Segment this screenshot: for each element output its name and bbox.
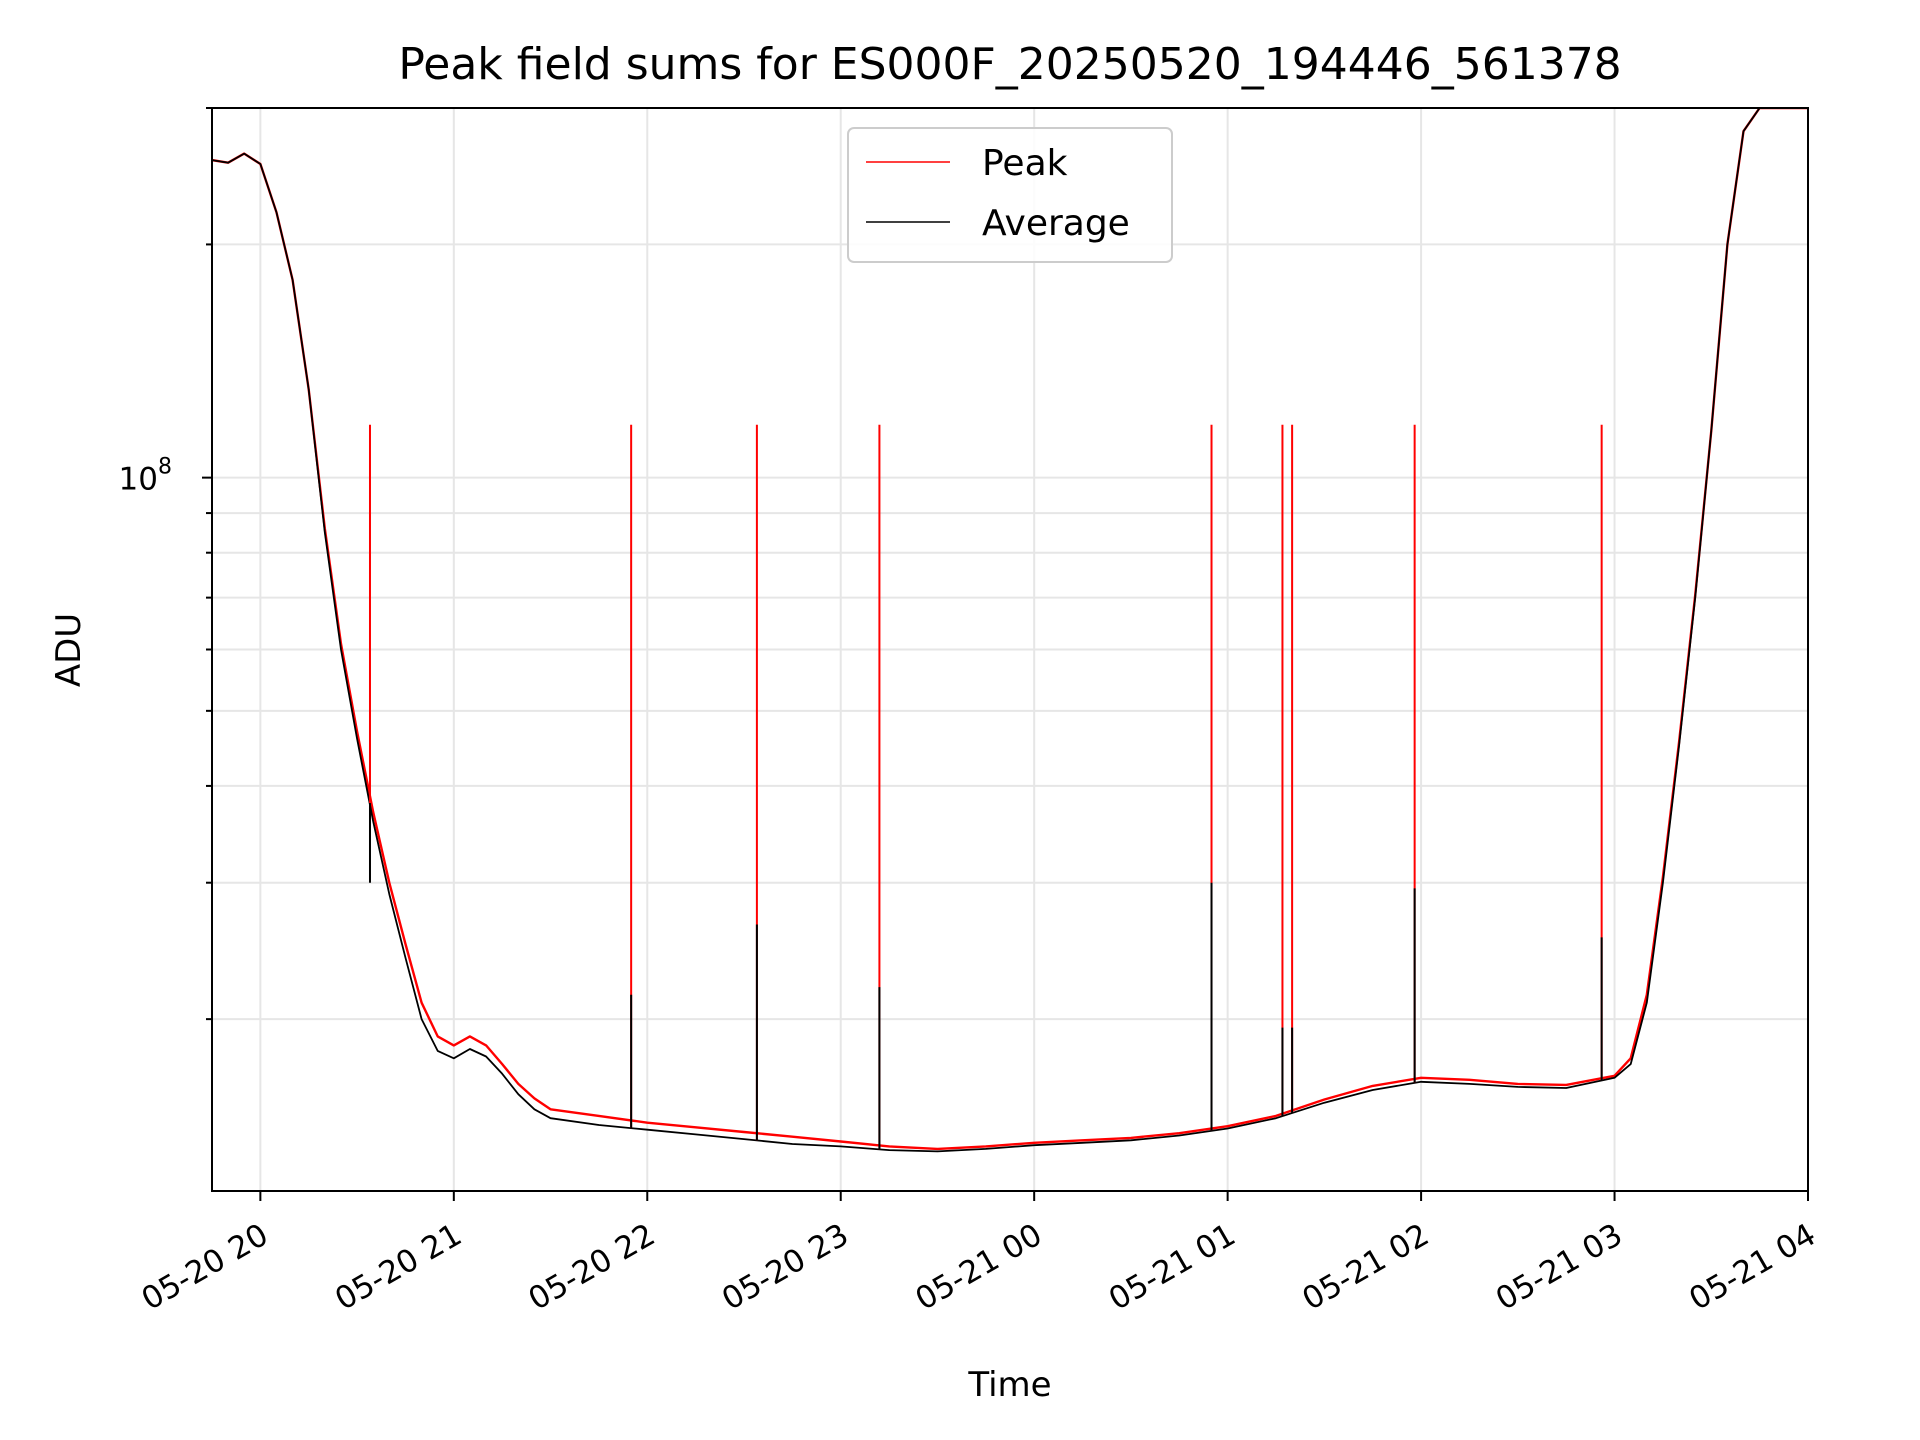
series-line-average (212, 108, 1808, 1153)
series-line-peak (212, 108, 1808, 1151)
y-axis: 108 (119, 107, 212, 1021)
legend-peak-label: Peak (982, 143, 1068, 184)
legend-average-label: Average (982, 203, 1130, 244)
chart-title: Peak field sums for ES000F_20250520_1944… (398, 39, 1621, 90)
legend: Peak Average (847, 127, 1173, 263)
series-layer (212, 108, 1808, 1153)
y-axis-label: ADU (49, 613, 89, 687)
y-tick-label: 108 (119, 455, 172, 498)
x-axis-label: Time (967, 1365, 1051, 1405)
